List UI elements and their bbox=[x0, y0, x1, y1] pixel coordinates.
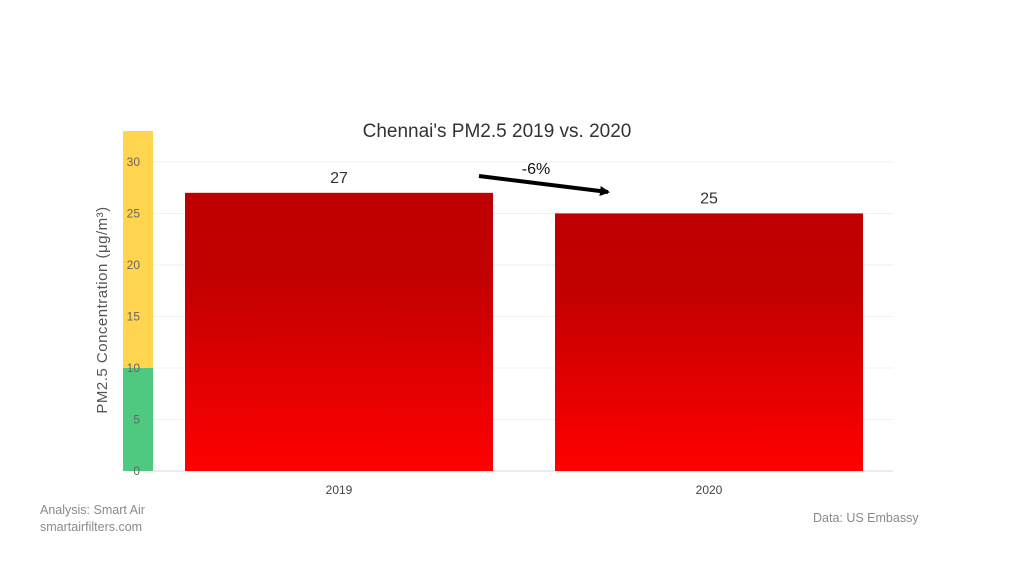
y-tick-label-20: 20 bbox=[127, 258, 141, 272]
change-label: -6% bbox=[522, 161, 550, 178]
bar-2020 bbox=[555, 213, 863, 471]
bar-value-label-2020: 25 bbox=[700, 190, 718, 207]
bar-value-labels: 27 25 bbox=[330, 170, 718, 208]
website-text: smartairfilters.com bbox=[40, 520, 143, 534]
x-tick-label-2020: 2020 bbox=[696, 483, 723, 497]
data-source: Data: US Embassy bbox=[813, 511, 919, 525]
bar-value-label-2019: 27 bbox=[330, 170, 348, 187]
y-tick-label-10: 10 bbox=[127, 361, 141, 375]
change-arrow bbox=[478, 174, 610, 196]
x-axis-tick-labels: 2019 2020 bbox=[326, 483, 723, 497]
y-axis-label: PM2.5 Concentration (μg/m³) bbox=[94, 206, 111, 413]
bar-2019 bbox=[185, 192, 493, 471]
y-axis-ticks: 0 5 10 15 20 25 30 bbox=[127, 155, 141, 478]
aqi-band-segment-0 bbox=[123, 367, 153, 471]
aqi-band-segment-1 bbox=[123, 131, 153, 368]
y-tick-label-0: 0 bbox=[133, 464, 140, 478]
x-tick-label-2019: 2019 bbox=[326, 483, 353, 497]
bars bbox=[185, 192, 863, 471]
y-tick-label-25: 25 bbox=[127, 206, 141, 220]
analysis-text: Analysis: Smart Air bbox=[40, 503, 145, 517]
y-tick-label-5: 5 bbox=[133, 412, 140, 426]
y-tick-label-15: 15 bbox=[127, 309, 141, 323]
aqi-color-band bbox=[123, 131, 153, 471]
y-tick-label-30: 30 bbox=[127, 155, 141, 169]
analysis-credit: Analysis: Smart Air smartairfilters.com bbox=[40, 502, 145, 536]
chart-title: Chennai's PM2.5 2019 vs. 2020 bbox=[363, 121, 632, 142]
